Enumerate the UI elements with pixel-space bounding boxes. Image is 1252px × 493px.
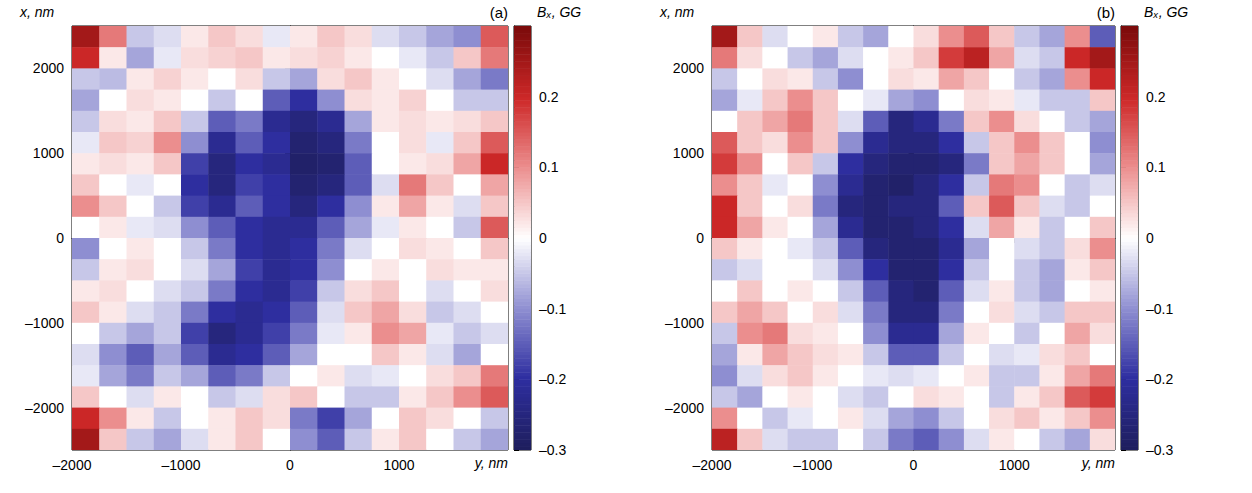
svg-text:0.1: 0.1 xyxy=(1146,159,1166,175)
svg-text:0: 0 xyxy=(56,230,64,246)
svg-text:0: 0 xyxy=(539,230,547,246)
svg-text:–1000: –1000 xyxy=(25,315,64,331)
svg-text:–2000: –2000 xyxy=(665,400,704,416)
svg-text:0.2: 0.2 xyxy=(539,89,559,105)
svg-text:–2000: –2000 xyxy=(25,400,64,416)
svg-text:–2000: –2000 xyxy=(693,457,732,473)
svg-text:–0.1: –0.1 xyxy=(1146,301,1173,317)
svg-text:y, nm: y, nm xyxy=(1081,455,1116,471)
svg-text:1000: 1000 xyxy=(383,457,414,473)
svg-text:1000: 1000 xyxy=(673,145,704,161)
svg-text:x, nm: x, nm xyxy=(659,4,695,20)
svg-text:0: 0 xyxy=(1146,230,1154,246)
svg-text:0.2: 0.2 xyxy=(1146,89,1166,105)
svg-text:0: 0 xyxy=(910,457,918,473)
svg-text:–1000: –1000 xyxy=(793,457,832,473)
svg-text:x, nm: x, nm xyxy=(19,4,55,20)
svg-text:(b): (b) xyxy=(1097,4,1115,21)
svg-text:0: 0 xyxy=(696,230,704,246)
svg-text:2000: 2000 xyxy=(33,60,64,76)
svg-text:Bₓ, GG: Bₓ, GG xyxy=(537,4,581,20)
svg-text:–1000: –1000 xyxy=(162,457,201,473)
svg-text:–0.3: –0.3 xyxy=(1146,442,1173,458)
svg-text:0: 0 xyxy=(286,457,294,473)
svg-text:–0.2: –0.2 xyxy=(1146,371,1173,387)
svg-text:–0.2: –0.2 xyxy=(539,371,566,387)
svg-text:1000: 1000 xyxy=(33,145,64,161)
svg-text:(a): (a) xyxy=(490,4,508,21)
svg-text:1000: 1000 xyxy=(999,457,1030,473)
svg-text:y, nm: y, nm xyxy=(474,455,509,471)
svg-text:–0.1: –0.1 xyxy=(539,301,566,317)
svg-text:2000: 2000 xyxy=(673,60,704,76)
svg-text:0.1: 0.1 xyxy=(539,159,559,175)
svg-text:–1000: –1000 xyxy=(665,315,704,331)
svg-text:–2000: –2000 xyxy=(53,457,92,473)
svg-text:–0.3: –0.3 xyxy=(539,442,566,458)
svg-text:Bₓ, GG: Bₓ, GG xyxy=(1144,4,1188,20)
